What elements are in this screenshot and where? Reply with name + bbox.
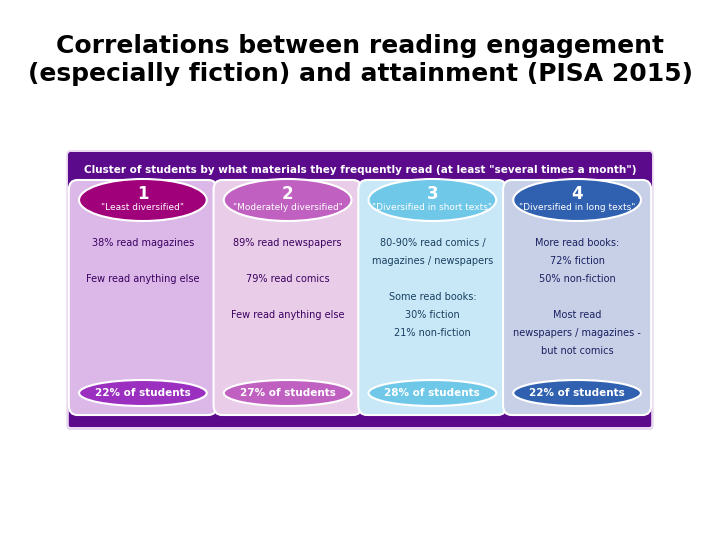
Text: 3: 3 (426, 185, 438, 203)
Text: newspapers / magazines -: newspapers / magazines - (513, 328, 641, 338)
Text: Few read anything else: Few read anything else (86, 274, 199, 284)
Text: 27% of students: 27% of students (240, 388, 336, 398)
Text: 28% of students: 28% of students (384, 388, 480, 398)
Ellipse shape (369, 179, 496, 221)
Text: 2: 2 (282, 185, 294, 203)
Ellipse shape (79, 179, 207, 221)
Text: "Moderately diversified": "Moderately diversified" (233, 202, 343, 212)
Text: 1: 1 (137, 185, 148, 203)
Text: 22% of students: 22% of students (529, 388, 625, 398)
Text: 50% non-fiction: 50% non-fiction (539, 274, 616, 284)
Ellipse shape (224, 179, 351, 221)
Ellipse shape (224, 380, 351, 406)
Text: "Least diversified": "Least diversified" (102, 202, 184, 212)
FancyBboxPatch shape (214, 180, 361, 415)
Text: Cluster of students by what materials they frequently read (at least "several ti: Cluster of students by what materials th… (84, 165, 636, 175)
FancyBboxPatch shape (359, 180, 506, 415)
Ellipse shape (79, 380, 207, 406)
Text: Correlations between reading engagement
(especially fiction) and attainment (PIS: Correlations between reading engagement … (27, 34, 693, 86)
Text: Some read books:: Some read books: (389, 292, 476, 302)
Text: 89% read newspapers: 89% read newspapers (233, 238, 342, 248)
Ellipse shape (513, 179, 641, 221)
Ellipse shape (513, 380, 641, 406)
Text: 22% of students: 22% of students (95, 388, 191, 398)
FancyBboxPatch shape (503, 180, 651, 415)
Text: magazines / newspapers: magazines / newspapers (372, 256, 493, 266)
Text: More read books:: More read books: (535, 238, 619, 248)
FancyBboxPatch shape (69, 405, 651, 427)
Text: Few read anything else: Few read anything else (231, 310, 344, 320)
FancyBboxPatch shape (69, 180, 217, 415)
FancyBboxPatch shape (68, 152, 652, 188)
Text: 72% fiction: 72% fiction (549, 256, 605, 266)
Ellipse shape (369, 380, 496, 406)
Text: Most read: Most read (553, 310, 601, 320)
Text: 79% read comics: 79% read comics (246, 274, 330, 284)
Text: "Diversified in long texts": "Diversified in long texts" (519, 202, 635, 212)
FancyBboxPatch shape (66, 150, 654, 430)
Text: 21% non-fiction: 21% non-fiction (394, 328, 471, 338)
Text: 4: 4 (571, 185, 583, 203)
Text: 30% fiction: 30% fiction (405, 310, 460, 320)
Text: 80-90% read comics /: 80-90% read comics / (379, 238, 485, 248)
Text: 38% read magazines: 38% read magazines (91, 238, 194, 248)
Text: but not comics: but not comics (541, 346, 613, 356)
Text: "Diversified in short texts": "Diversified in short texts" (372, 202, 492, 212)
